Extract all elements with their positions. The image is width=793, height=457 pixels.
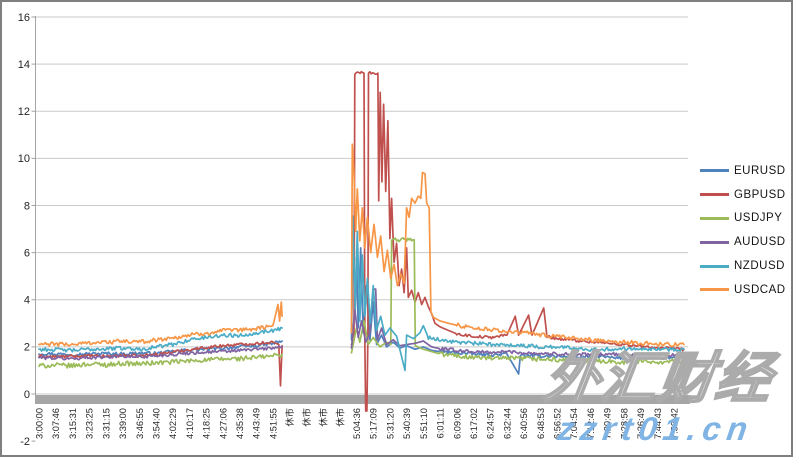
x-axis-label: 7:52:42 (669, 408, 679, 439)
legend-swatch-USDCAD (700, 288, 729, 292)
x-axis-label-market-closed: 休市 (301, 408, 312, 427)
legend-label-AUDUSD: AUDUSD (734, 236, 786, 249)
x-axis-label: 6:32:44 (502, 408, 512, 439)
x-axis-label: 5:17:09 (369, 408, 379, 439)
x-axis-label: 5:04:36 (352, 408, 362, 439)
x-axis-label: 4:51:55 (268, 408, 278, 439)
x-axis-label: 6:09:06 (452, 408, 462, 439)
x-axis-label: 5:40:39 (402, 408, 412, 439)
x-axis-label: 4:02:29 (168, 408, 178, 439)
y-axis-label: 4 (24, 295, 30, 307)
x-axis-label: 6:48:53 (536, 408, 546, 439)
x-axis-label: 6:17:02 (469, 408, 479, 439)
y-axis-label: 2 (24, 342, 30, 354)
x-axis-label: 7:36:49 (636, 408, 646, 439)
legend-swatch-NZDUSD (700, 264, 729, 268)
legend-swatch-EURUSD (700, 169, 729, 173)
x-axis-label: 5:51:10 (419, 408, 429, 439)
x-axis-label-market-closed: 休市 (318, 408, 329, 427)
x-axis-label: 3:54:40 (151, 408, 161, 439)
legend-item-USDJPY: USDJPY (700, 207, 786, 231)
legend-label-NZDUSD: NZDUSD (734, 260, 785, 273)
legend-item-NZDUSD: NZDUSD (700, 254, 786, 278)
x-axis-label: 6:24:57 (486, 408, 496, 439)
legend-swatch-USDJPY (700, 216, 729, 220)
x-axis-label: 3:00:00 (35, 408, 45, 439)
x-axis-label: 3:23:25 (85, 408, 95, 439)
x-axis-label: 7:28:58 (619, 408, 629, 439)
y-axis-label: -2 (20, 436, 30, 448)
series-line-USDCAD (38, 143, 685, 348)
legend-item-USDCAD: USDCAD (700, 278, 786, 302)
x-axis-label: 4:35:38 (235, 408, 245, 439)
x-axis-band (35, 395, 690, 404)
x-axis-label: 4:10:17 (185, 408, 195, 439)
y-axis-label: 6 (24, 247, 30, 259)
x-axis-label: 5:31:20 (385, 408, 395, 439)
y-axis-label: 12 (18, 106, 30, 118)
y-axis-label: 0 (24, 389, 30, 401)
legend-swatch-GBPUSD (700, 193, 729, 197)
legend-label-USDJPY: USDJPY (734, 212, 783, 225)
y-axis-label: 8 (24, 200, 30, 212)
watermark-brand-text: 外汇财经 (540, 346, 779, 410)
x-axis-label: 7:20:49 (603, 408, 613, 439)
series-line-USDJPY (38, 237, 685, 369)
x-axis-label: 4:18:25 (202, 408, 212, 439)
x-axis-label-market-closed: 休市 (334, 408, 345, 427)
x-axis-label: 6:40:56 (519, 408, 529, 439)
x-axis-label-market-closed: 休市 (284, 408, 295, 427)
legend-label-GBPUSD: GBPUSD (734, 188, 786, 201)
x-axis-label: 3:07:46 (51, 408, 61, 439)
x-axis-label: 7:04:54 (569, 408, 579, 439)
x-axis-label: 7:44:43 (653, 408, 663, 439)
x-axis-label: 3:31:15 (101, 408, 111, 439)
legend-swatch-AUDUSD (700, 240, 729, 244)
legend-label-EURUSD: EURUSD (734, 164, 786, 177)
x-axis-label: 4:43:49 (252, 408, 262, 439)
chart-legend: EURUSD GBPUSD USDJPY AUDUSD NZDUSD USDCAD (700, 159, 786, 302)
x-axis-label: 3:15:31 (68, 408, 78, 439)
watermark-site-url: zzrt01.cn (555, 410, 756, 447)
legend-item-GBPUSD: GBPUSD (700, 183, 786, 207)
x-axis-label: 3:46:55 (135, 408, 145, 439)
legend-item-EURUSD: EURUSD (700, 159, 786, 183)
x-axis-label: 7:12:46 (586, 408, 596, 439)
y-axis-label: 16 (18, 12, 30, 24)
series-line-NZDUSD (38, 215, 685, 372)
x-axis-label: 6:56:52 (553, 408, 563, 439)
y-axis-label: 14 (18, 59, 30, 71)
x-axis-label: 6:01:11 (436, 408, 446, 438)
legend-label-USDCAD: USDCAD (734, 283, 786, 296)
series-line-AUDUSD (38, 288, 685, 361)
x-axis-label: 4:27:06 (218, 408, 228, 439)
legend-item-AUDUSD: AUDUSD (700, 230, 786, 254)
x-axis-label: 3:39:00 (118, 408, 128, 439)
y-axis-label: 10 (18, 153, 30, 165)
